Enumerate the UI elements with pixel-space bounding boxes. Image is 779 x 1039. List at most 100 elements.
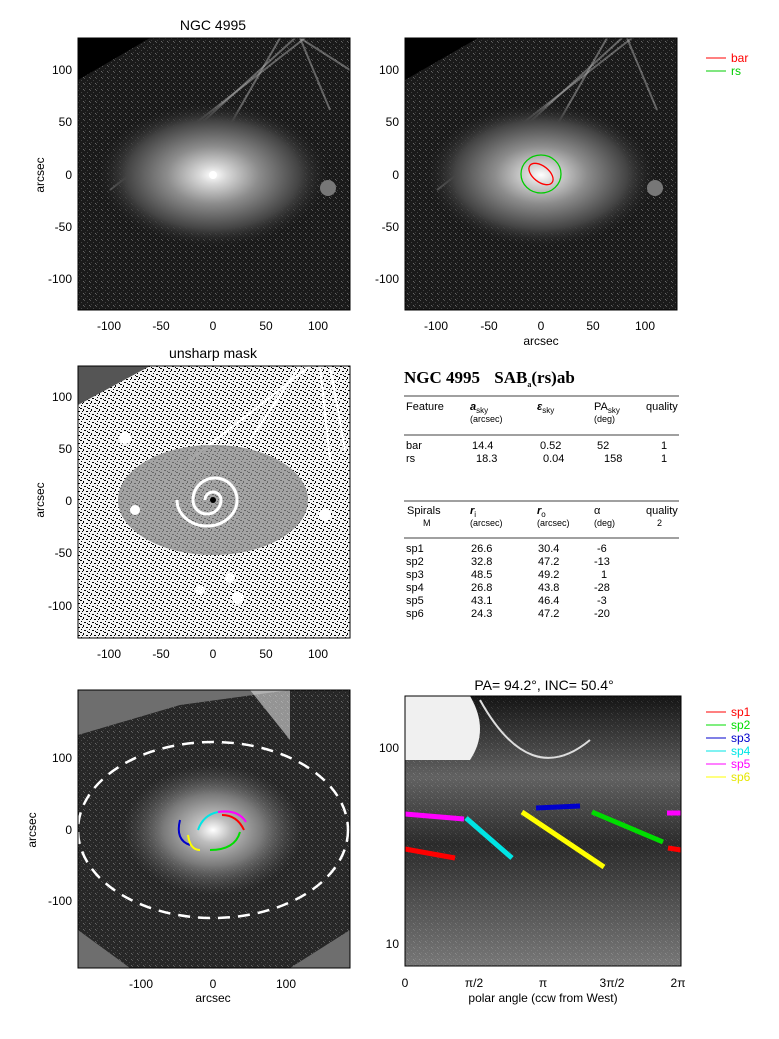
panel6-yticks: 100 10: [379, 741, 399, 951]
panel3-ytick-label: -100: [48, 599, 72, 613]
cell-quality: 1: [661, 453, 667, 465]
panel1-corner-mask: [78, 38, 150, 80]
parameter-table: NGC 4995 SABa(rs)ab Feature asky (arcsec…: [404, 368, 679, 620]
panel5-star-glare: [250, 690, 290, 740]
panel1-xtick-label: 50: [259, 319, 273, 333]
panel1-xtick-label: 0: [210, 319, 217, 333]
panel2-xlabel: arcsec: [523, 334, 558, 348]
panel2-xtick-label: 0: [538, 319, 545, 333]
header-eps: εsky: [537, 401, 554, 415]
panel3-xtick-label: 100: [308, 647, 328, 661]
header-pa: PAsky: [594, 401, 620, 415]
panel3-ytick-label: -50: [55, 546, 73, 560]
sp1-segment: [404, 846, 456, 861]
header-ri: ri: [470, 505, 476, 519]
panel3-corner-mask: [78, 366, 150, 405]
panel1-title: NGC 4995: [180, 17, 246, 33]
cell-spiral: sp5: [406, 595, 424, 607]
panel6-legend: sp1 sp2 sp3 sp4 sp5 sp6: [706, 705, 751, 784]
panel2-xtick-label: 100: [635, 319, 655, 333]
cell-spiral: sp2: [406, 556, 424, 568]
cell-pa: 158: [604, 453, 622, 465]
cell-feature: rs: [406, 453, 416, 465]
panel3-nucleus: [210, 497, 216, 503]
panel6-spiral-segments: [404, 803, 682, 870]
panel2-ytick-label: 100: [379, 63, 399, 77]
sp3-segment: [535, 803, 581, 811]
cell-a: 14.4: [472, 440, 493, 452]
legend-sp4-label: sp4: [731, 744, 751, 758]
panel1-galaxy-nucleus: [209, 171, 217, 179]
cell-a: 18.3: [476, 453, 497, 465]
panel5-ytick-label: -100: [48, 894, 72, 908]
cell-alpha: -6: [597, 543, 607, 555]
panel3-xtick-label: 50: [259, 647, 273, 661]
panel1-xticks: -100 -50 0 50 100: [97, 319, 328, 333]
header-pa-unit: (deg): [594, 414, 615, 424]
cell-eps: 0.52: [540, 440, 561, 452]
cell-spiral: sp3: [406, 569, 424, 581]
table2-row: sp5 43.1 46.4 -3: [406, 595, 607, 607]
panel6-saturated-region: [405, 696, 480, 760]
panel1-ytick-label: 0: [65, 168, 72, 182]
panel5-outer-ellipse: [76, 740, 350, 920]
sp1-fit: [221, 814, 245, 831]
panel1-companion: [320, 180, 336, 196]
header-alpha: α: [594, 505, 601, 517]
header-quality: quality: [646, 401, 678, 413]
panel3-xtick-label: -100: [97, 647, 121, 661]
panel5-galaxy: [123, 765, 303, 895]
header-ri-unit: (arcsec): [470, 518, 503, 528]
header-a-unit: (arcsec): [470, 414, 503, 424]
table2-row: sp1 26.6 30.4 -6: [406, 543, 607, 555]
panel-polar-plot: PA= 94.2°, INC= 50.4° 100 10 0 π/2 π 3π/…: [379, 677, 751, 1005]
panel3-ytick-label: 50: [59, 442, 73, 456]
sp4-segment: [464, 816, 514, 860]
table-header-1: Feature asky (arcsec) εsky PAsky (deg) q…: [406, 401, 678, 424]
cell-ri: 43.1: [471, 595, 492, 607]
panel6-title: PA= 94.2°, INC= 50.4°: [474, 677, 613, 693]
panel2-ytick-label: 0: [392, 168, 399, 182]
panel2-frame: [404, 37, 678, 311]
header-spirals: Spirals: [407, 505, 441, 517]
header-feature: Feature: [406, 401, 444, 413]
panel2-xtick-label: -50: [480, 319, 498, 333]
panel6-xtick-label: π: [539, 976, 547, 990]
panel2-galaxy: [426, 103, 656, 247]
cell-ri: 24.3: [471, 608, 492, 620]
table1-row: rs 18.3 0.04 158 1: [406, 453, 667, 465]
panel5-ytick-label: 0: [65, 823, 72, 837]
panel5-frame: [77, 689, 351, 969]
panel5-xticks: -100 0 100: [129, 977, 296, 991]
cell-ri: 32.8: [471, 556, 492, 568]
table2-row: sp2 32.8 47.2 -13: [406, 556, 610, 568]
legend-sp6-label: sp6: [731, 770, 751, 784]
cell-alpha: -20: [594, 608, 610, 620]
table1-row: bar 14.4 0.52 52 1: [406, 440, 667, 452]
panel6-arc: [479, 699, 591, 759]
panel6-xtick-label: 3π/2: [600, 976, 625, 990]
panel2-companion: [647, 180, 663, 196]
panel5-xtick-label: 0: [210, 977, 217, 991]
panel3-ytick-label: 100: [52, 390, 72, 404]
panel3-ylabel: arcsec: [33, 482, 47, 517]
header-alpha-unit: (deg): [594, 518, 615, 528]
header-spirals-m: M: [423, 518, 431, 528]
panel6-xtick-label: π/2: [465, 976, 484, 990]
cell-ri: 26.6: [471, 543, 492, 555]
cell-alpha: -3: [597, 595, 607, 607]
table-heading: NGC 4995 SABa(rs)ab: [404, 368, 575, 389]
panel1-xtick-label: -100: [97, 319, 121, 333]
panel1-frame: [77, 37, 351, 311]
legend-bar-label: bar: [731, 51, 748, 65]
header-a: asky: [470, 401, 488, 415]
cell-ro: 30.4: [538, 543, 559, 555]
panel3-xticks: -100 -50 0 50 100: [97, 647, 328, 661]
panel3-xtick-label: 0: [210, 647, 217, 661]
legend-sp5-label: sp5: [731, 757, 751, 771]
panel6-xtick-label: 0: [402, 976, 409, 990]
sp6-fit: [187, 834, 201, 851]
bar-ellipse: [528, 162, 554, 186]
panel2-ytick-label: 50: [386, 115, 400, 129]
